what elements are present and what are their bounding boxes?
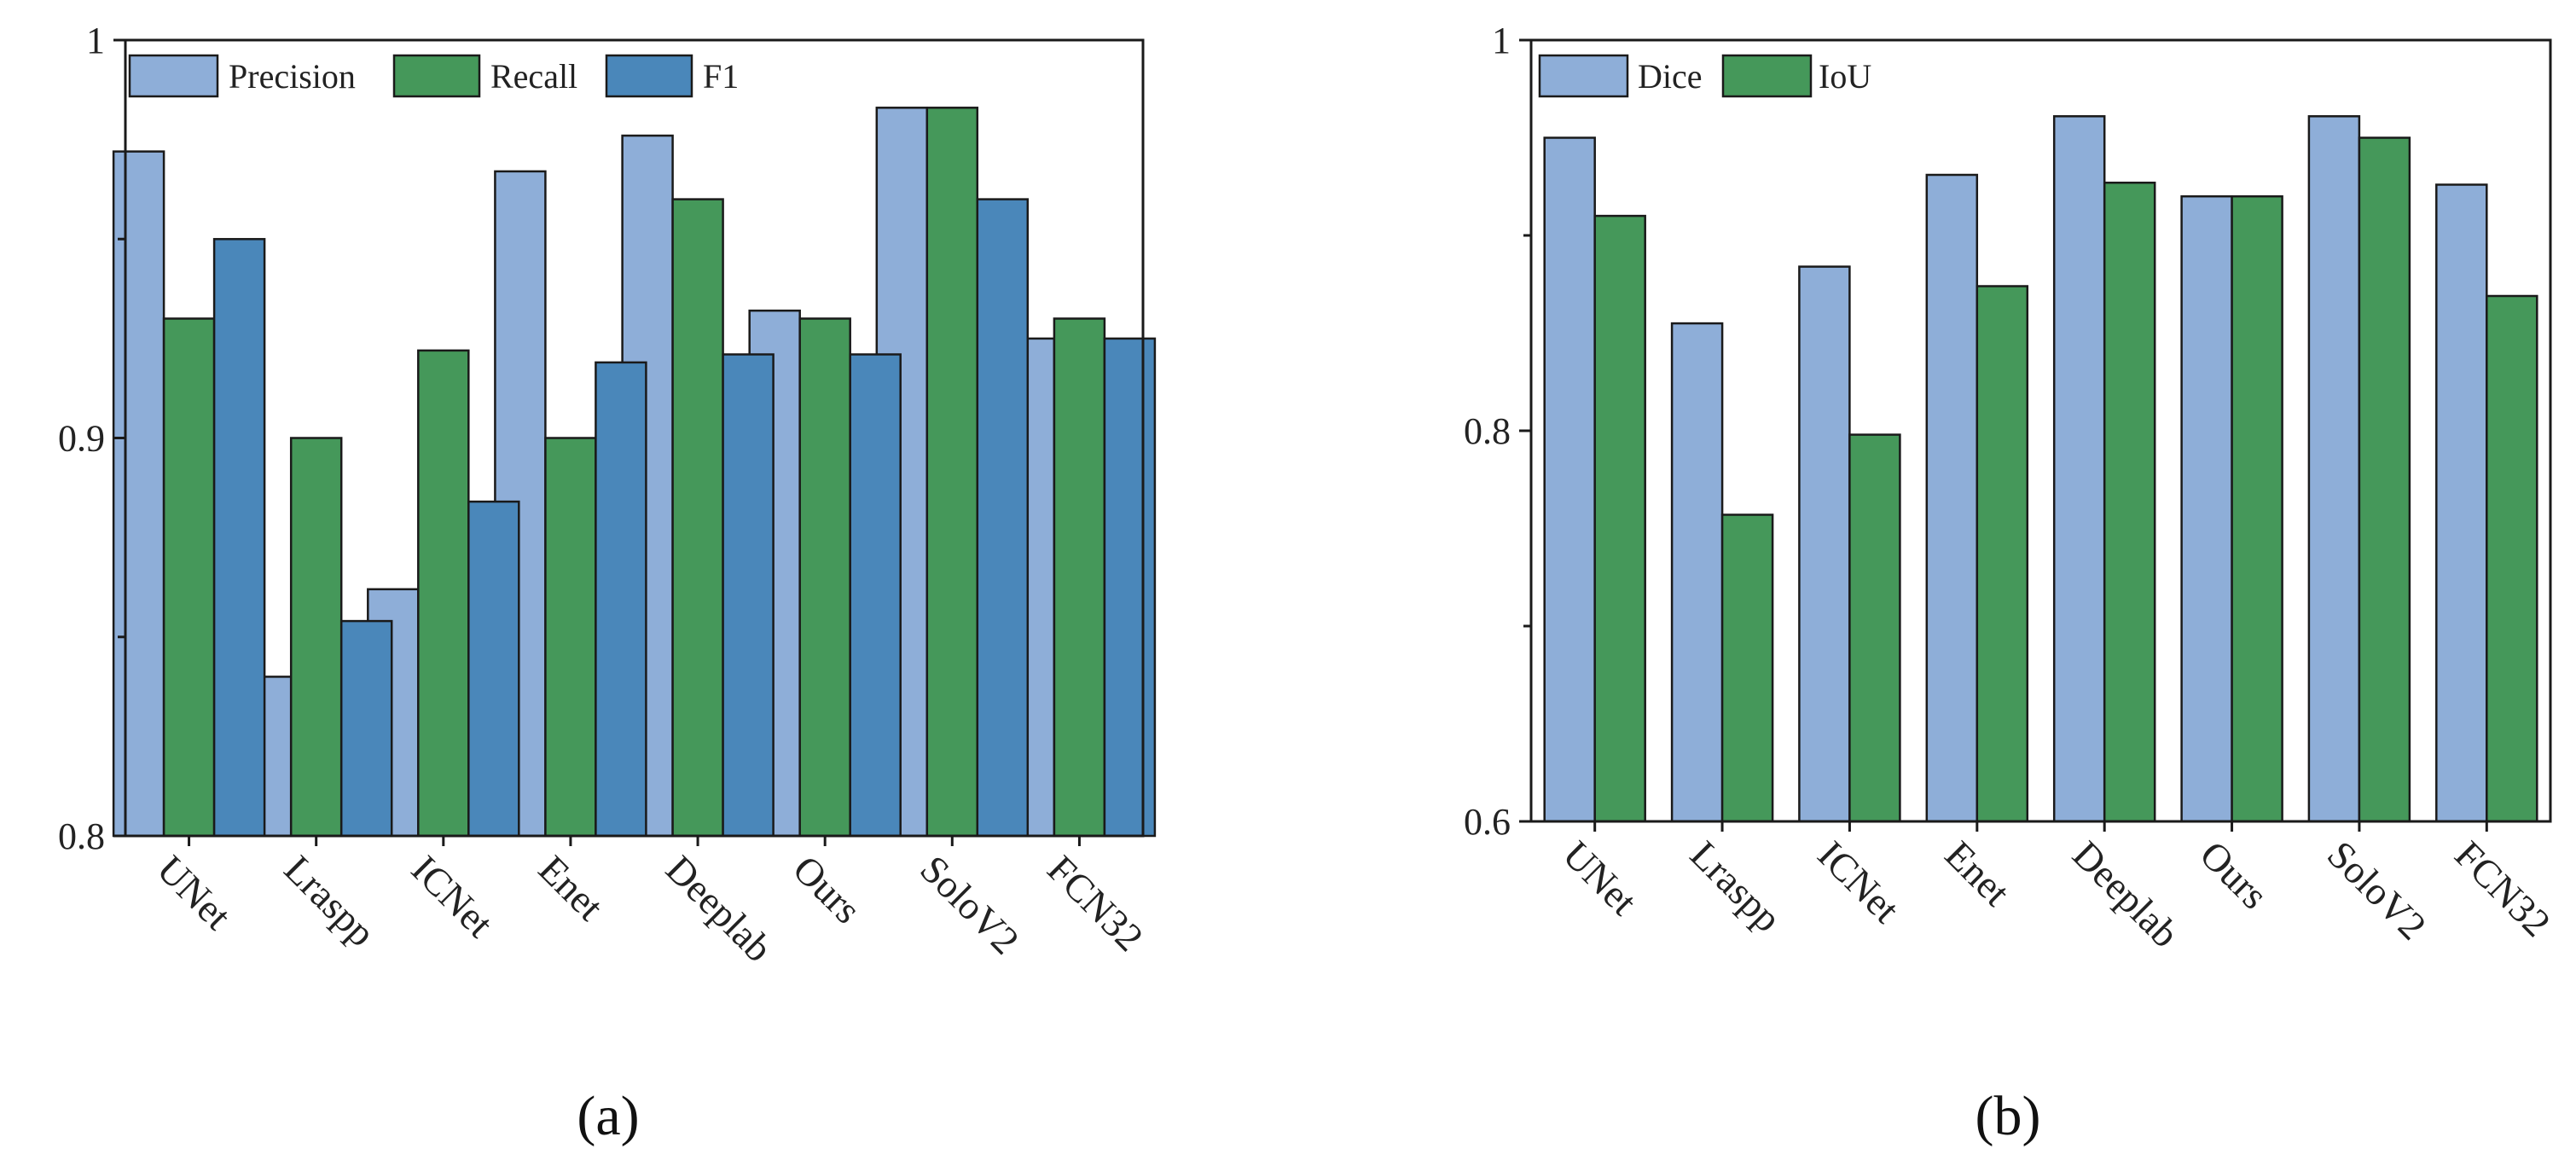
legend-label-recall: Recall: [490, 57, 577, 96]
bar-recall-lraspp: [289, 437, 343, 838]
bar-f1-solov2: [976, 198, 1030, 838]
bar-iou-deeplab: [2103, 181, 2156, 823]
y-tick-label: 1: [86, 20, 105, 61]
legend-label-precision: Precision: [229, 57, 356, 96]
bar-iou-ours: [2231, 194, 2283, 823]
bar-recall-ours: [798, 317, 851, 838]
bar-recall-icnet: [417, 349, 470, 838]
y-tick-label: 0.9: [58, 418, 105, 460]
legend-swatch-precision: [128, 54, 219, 98]
y-tick-label: 1: [1492, 20, 1511, 61]
bar-dice-fcn32: [2435, 183, 2488, 823]
legend-label-dice: Dice: [1638, 57, 1703, 96]
category-label: UNet: [1555, 832, 1646, 924]
bar-dice-enet: [1925, 173, 1979, 823]
legend-swatch-iou: [1721, 54, 1813, 98]
bar-f1-deeplab: [722, 353, 775, 838]
bar-recall-deeplab: [671, 198, 724, 838]
category-label: FCN32: [1039, 847, 1152, 960]
category-label: Enet: [531, 847, 612, 929]
bar-dice-solov2: [2307, 115, 2361, 823]
category-label: Deeplab: [658, 847, 780, 970]
legend-label-f1: F1: [703, 57, 739, 96]
bar-f1-unet: [212, 238, 266, 838]
category-label: SoloV2: [2319, 832, 2434, 948]
category-label: ICNet: [1809, 832, 1908, 931]
category-label: SoloV2: [912, 847, 1027, 962]
bar-recall-unet: [162, 317, 216, 838]
bar-f1-icnet: [467, 500, 520, 838]
bar-recall-enet: [544, 437, 597, 838]
bar-dice-ours: [2180, 194, 2233, 823]
bar-f1-lraspp: [339, 619, 393, 838]
bar-iou-fcn32: [2486, 294, 2538, 823]
bar-recall-fcn32: [1053, 317, 1106, 838]
bar-iou-lraspp: [1720, 513, 1774, 823]
bar-recall-solov2: [925, 107, 979, 838]
chart-panel-b: 0.6 0.8 1 UNet Lraspp ICNet Enet Deeplab Ours Sol…: [1464, 20, 2559, 1147]
bar-iou-enet: [1976, 285, 2029, 823]
bar-f1-fcn32: [1103, 337, 1157, 838]
chart-panel-a: 0.8 0.9 1 UNet Lraspp ICNet Enet Deeplab Ours Sol…: [58, 20, 1157, 1147]
y-tick-label: 0.6: [1464, 801, 1511, 843]
legend-swatch-f1: [605, 54, 693, 98]
category-label: FCN32: [2446, 832, 2559, 945]
panel-caption: (b): [1976, 1085, 2041, 1147]
category-label: Lraspp: [1682, 832, 1790, 940]
bar-precision-unet: [112, 150, 165, 838]
bar-iou-solov2: [2358, 136, 2411, 823]
category-label: Enet: [1937, 832, 2019, 914]
category-label: Lraspp: [276, 847, 384, 954]
bar-iou-unet: [1593, 214, 1646, 823]
category-label: Deeplab: [2064, 832, 2187, 955]
bar-iou-icnet: [1848, 433, 1901, 823]
bar-dice-icnet: [1798, 265, 1851, 823]
category-label: UNet: [148, 847, 240, 938]
y-tick-label: 0.8: [1464, 410, 1511, 452]
category-label: Ours: [2191, 832, 2276, 917]
legend-swatch-recall: [392, 54, 481, 98]
category-label: Ours: [785, 847, 869, 931]
legend-swatch-dice: [1538, 54, 1629, 98]
bar-f1-ours: [849, 353, 902, 838]
bar-dice-unet: [1543, 136, 1596, 823]
y-tick-label: 0.8: [58, 815, 105, 857]
category-label: ICNet: [403, 847, 502, 946]
legend-label-iou: IoU: [1819, 57, 1871, 96]
bar-dice-lraspp: [1670, 322, 1724, 823]
panel-caption: (a): [577, 1085, 639, 1147]
bar-dice-deeplab: [2052, 115, 2106, 823]
bar-f1-enet: [595, 361, 647, 838]
